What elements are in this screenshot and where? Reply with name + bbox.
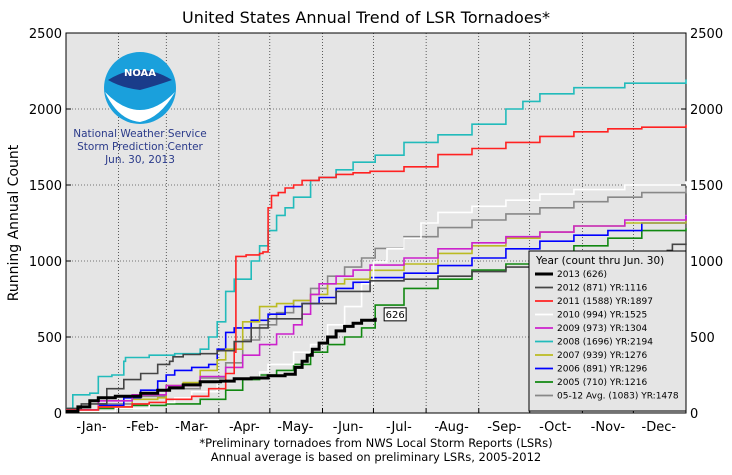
- y-tick-label-right: 2500: [690, 27, 723, 42]
- series-layer: [66, 79, 687, 413]
- y-tick-label-right: 1000: [690, 255, 723, 270]
- legend-label-6: 2007 (939) YR:1276: [557, 351, 648, 361]
- org-center: Storm Prediction Center: [77, 141, 203, 153]
- x-tick-label: -Apr-: [229, 420, 260, 435]
- legend-label-2: 2011 (1588) YR:1897: [557, 297, 653, 307]
- y-tick-label: 2500: [29, 27, 62, 42]
- x-tick-label: -Nov-: [591, 420, 626, 435]
- x-tick-label: -Jan-: [76, 420, 106, 435]
- y-tick-label-right: 1500: [690, 179, 723, 194]
- y-tick-label: 500: [37, 331, 62, 346]
- y-tick-label: 1000: [29, 255, 62, 270]
- footnote-2: Annual average is based on preliminary L…: [211, 450, 541, 464]
- point-annotation: 626: [383, 307, 407, 322]
- org-date: Jun. 30, 2013: [104, 154, 175, 166]
- legend-title: Year (count thru Jun. 30): [535, 255, 664, 267]
- noaa-logo-text: NOAA: [124, 68, 156, 79]
- x-axis: -Jan- -Feb- -Mar- -Apr- -May- -Jun- -Jul- -Aug-…: [76, 408, 676, 435]
- series-line-4: [66, 214, 687, 411]
- x-tick-label: -Oct-: [539, 420, 572, 435]
- legend-label-5: 2008 (1696) YR:2194: [557, 338, 653, 348]
- legend-label-0: 2013 (626): [557, 270, 607, 280]
- legend-label-8: 2005 (710) YR:1216: [557, 378, 648, 388]
- annotation-label: 626: [386, 310, 405, 321]
- legend-label-3: 2010 (994) YR:1525: [557, 311, 647, 321]
- series-line-5: [66, 79, 687, 410]
- legend-label-7: 2006 (891) YR:1296: [557, 365, 648, 375]
- x-tick-label: -Aug-: [434, 420, 469, 435]
- y-axis-right: 0 500 1000 1500 2000 2500: [681, 27, 723, 422]
- x-tick-label: -Feb-: [126, 420, 159, 435]
- annotation-box: [383, 307, 407, 322]
- legend: Year (count thru Jun. 30) 2013 (626) 2012…: [528, 250, 687, 412]
- y-tick-label: 1500: [29, 179, 62, 194]
- y-axis-label: Running Annual Count: [6, 144, 22, 301]
- legend-label-4: 2009 (973) YR:1304: [557, 324, 648, 334]
- org-name: National Weather Service: [73, 128, 206, 140]
- x-tick-label: -Jun-: [333, 420, 364, 435]
- x-tick-label: -Mar-: [175, 420, 208, 435]
- x-tick-label: -Dec-: [642, 420, 677, 435]
- y-tick-label: 2000: [29, 103, 62, 118]
- series-line-3: [66, 181, 687, 413]
- x-tick-label: -May-: [277, 420, 313, 435]
- y-tick-label-right: 0: [690, 407, 698, 422]
- series-line-2: [66, 124, 687, 411]
- y-tick-label-right: 2000: [690, 103, 723, 118]
- legend-label-9: 05-12 Avg. (1083) YR:1478: [557, 392, 679, 402]
- chart-title: United States Annual Trend of LSR Tornad…: [182, 8, 550, 27]
- legend-box: [528, 250, 687, 412]
- legend-items: 2013 (626) 2012 (871) YR:1116 2011 (1588) …: [535, 270, 679, 402]
- y-tick-label-right: 500: [690, 331, 715, 346]
- series-line-0: [66, 317, 377, 413]
- legend-label-1: 2012 (871) YR:1116: [557, 284, 648, 294]
- y-axis-left: 0 500 1000 1500 2000 2500: [29, 27, 71, 422]
- footnote-1: *Preliminary tornadoes from NWS Local St…: [199, 436, 552, 450]
- y-tick-label: 0: [54, 407, 62, 422]
- x-tick-label: -Sep-: [487, 420, 521, 435]
- noaa-logo: NOAA: [104, 52, 176, 124]
- x-tick-label: -Jul-: [386, 420, 412, 435]
- series-line-7: [66, 216, 687, 411]
